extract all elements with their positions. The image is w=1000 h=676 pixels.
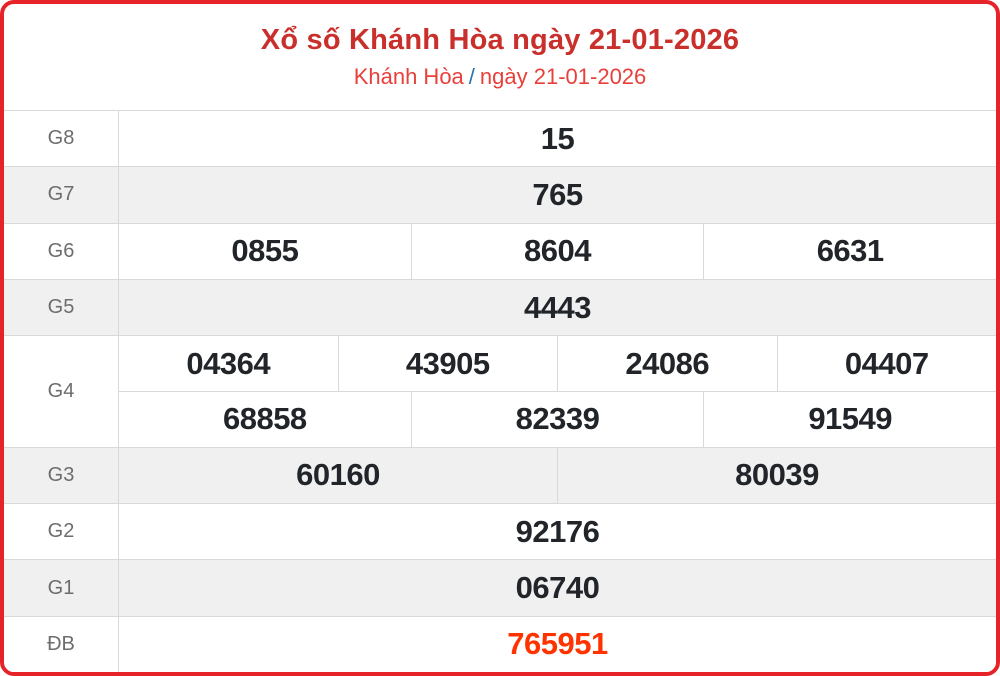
prize-number: 80039 [557,447,996,504]
prize-number: 82339 [410,391,704,447]
prize-label-g1: G1 [4,560,119,616]
prize-label-g2: G2 [4,504,119,560]
prize-row-g8: G8 15 [4,110,996,167]
prize-row-g1: G1 06740 [4,559,996,616]
prize-table: G8 15 G7 765 G6 0855 8604 6631 G5 4443 [4,110,996,672]
prize-label-g8: G8 [4,111,119,167]
prize-row-db: ĐB 765951 [4,615,996,672]
prize-number: 68858 [222,401,307,437]
prize-number: 91549 [703,391,996,447]
prize-number: 60160 [296,457,380,493]
page-title: Xổ số Khánh Hòa ngày 21-01-2026 [260,24,740,56]
breadcrumb-province-link[interactable]: Khánh Hòa [353,64,464,89]
prize-number: 4443 [524,289,591,325]
prize-label-g5: G5 [4,279,119,336]
prize-label-db: ĐB [4,616,119,672]
prize-number: 0855 [231,233,299,269]
prize-row-g3: G3 60160 80039 [4,446,996,504]
prize-row-g2: G2 92176 [4,503,996,560]
prize-number: 06740 [515,570,600,606]
prize-label-g3: G3 [4,447,119,504]
prize-number: 8604 [410,223,704,279]
prize-row-g7: G7 765 [4,166,996,223]
prize-number: 765 [532,176,583,212]
result-header: Xổ số Khánh Hòa ngày 21-01-2026 Khánh Hò… [4,4,996,110]
prize-row-g5: G5 4443 [4,278,996,336]
breadcrumb-separator: / [468,64,475,89]
prize-number: 24086 [557,336,777,391]
prize-row-g4: G4 04364 43905 24086 04407 68858 82339 9… [4,335,996,447]
prize-number: 04407 [776,336,997,391]
prize-label-g6: G6 [4,223,119,279]
prize-number: 43905 [337,336,558,391]
prize-number: 92176 [515,513,600,549]
breadcrumb: Khánh Hòa / ngày 21-01-2026 [354,64,647,90]
prize-label-g7: G7 [4,167,119,223]
prize-number: 15 [540,120,575,156]
breadcrumb-date-link[interactable]: ngày 21-01-2026 [479,64,647,89]
prize-number: 6631 [703,223,996,279]
prize-label-g4: G4 [4,336,119,447]
special-prize-number: 765951 [507,626,608,662]
prize-number: 04364 [186,345,271,381]
prize-row-g6: G6 0855 8604 6631 [4,222,996,279]
